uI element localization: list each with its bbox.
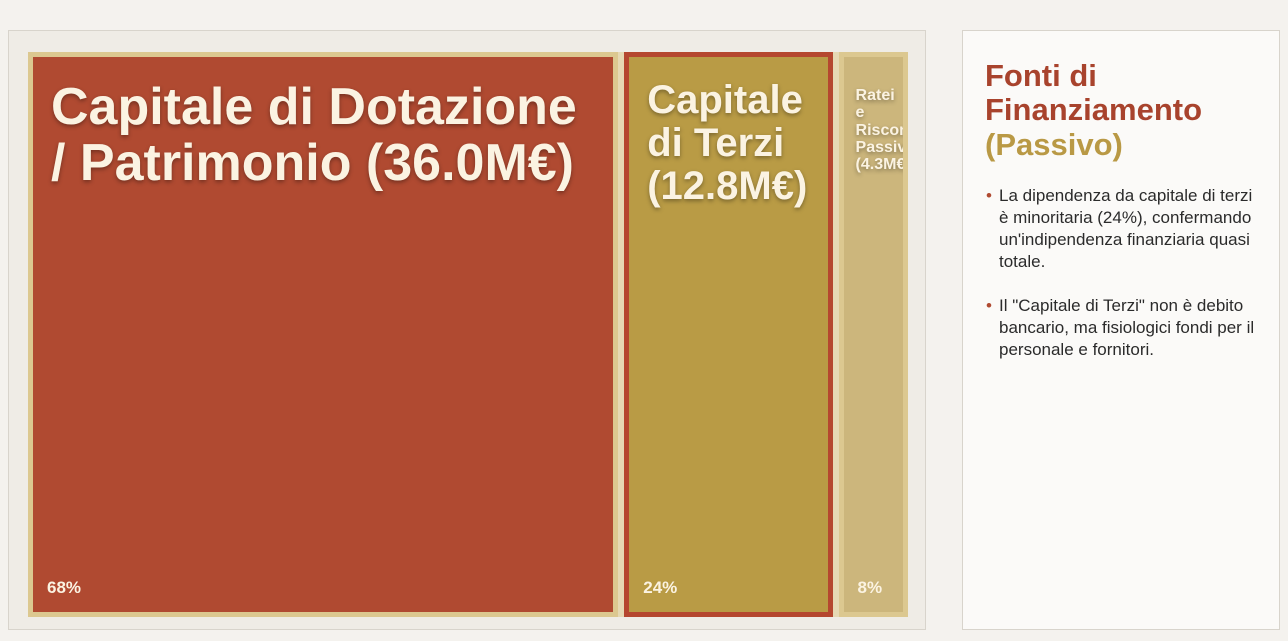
treemap-cell: Ratei e Risconti Passivi (4.3M€) 8% xyxy=(838,52,908,617)
info-panel: Fonti di Finanziamento (Passivo) La dipe… xyxy=(962,30,1280,630)
panel-subtitle: (Passivo) xyxy=(985,127,1123,163)
value-label: 68% xyxy=(47,578,82,597)
bullet: La dipendenza da capitale di terzi è min… xyxy=(986,185,1257,273)
value-label: 8% xyxy=(857,578,883,597)
cell-label: Ratei e Risconti Passivi (4.3M€) xyxy=(855,87,908,174)
panel-title: Fonti di Finanziamento xyxy=(985,58,1203,128)
bullet: Il "Capitale di Terzi" non è debito banc… xyxy=(986,295,1257,361)
treemap-cell: Capitale di Dotazione / Patrimonio (36.0… xyxy=(28,52,619,617)
cell-label: Capitale di Dotazione / Patrimonio (36.0… xyxy=(51,78,577,193)
cell-label: Capitale di Terzi (12.8M€) xyxy=(647,78,808,209)
treemap-cell: Capitale di Terzi (12.8M€) 24% xyxy=(624,52,833,617)
bullet-list: La dipendenza da capitale di terzi è min… xyxy=(985,185,1257,362)
treemap: Capitale di Dotazione / Patrimonio (36.0… xyxy=(28,52,908,617)
value-label: 24% xyxy=(643,578,678,597)
